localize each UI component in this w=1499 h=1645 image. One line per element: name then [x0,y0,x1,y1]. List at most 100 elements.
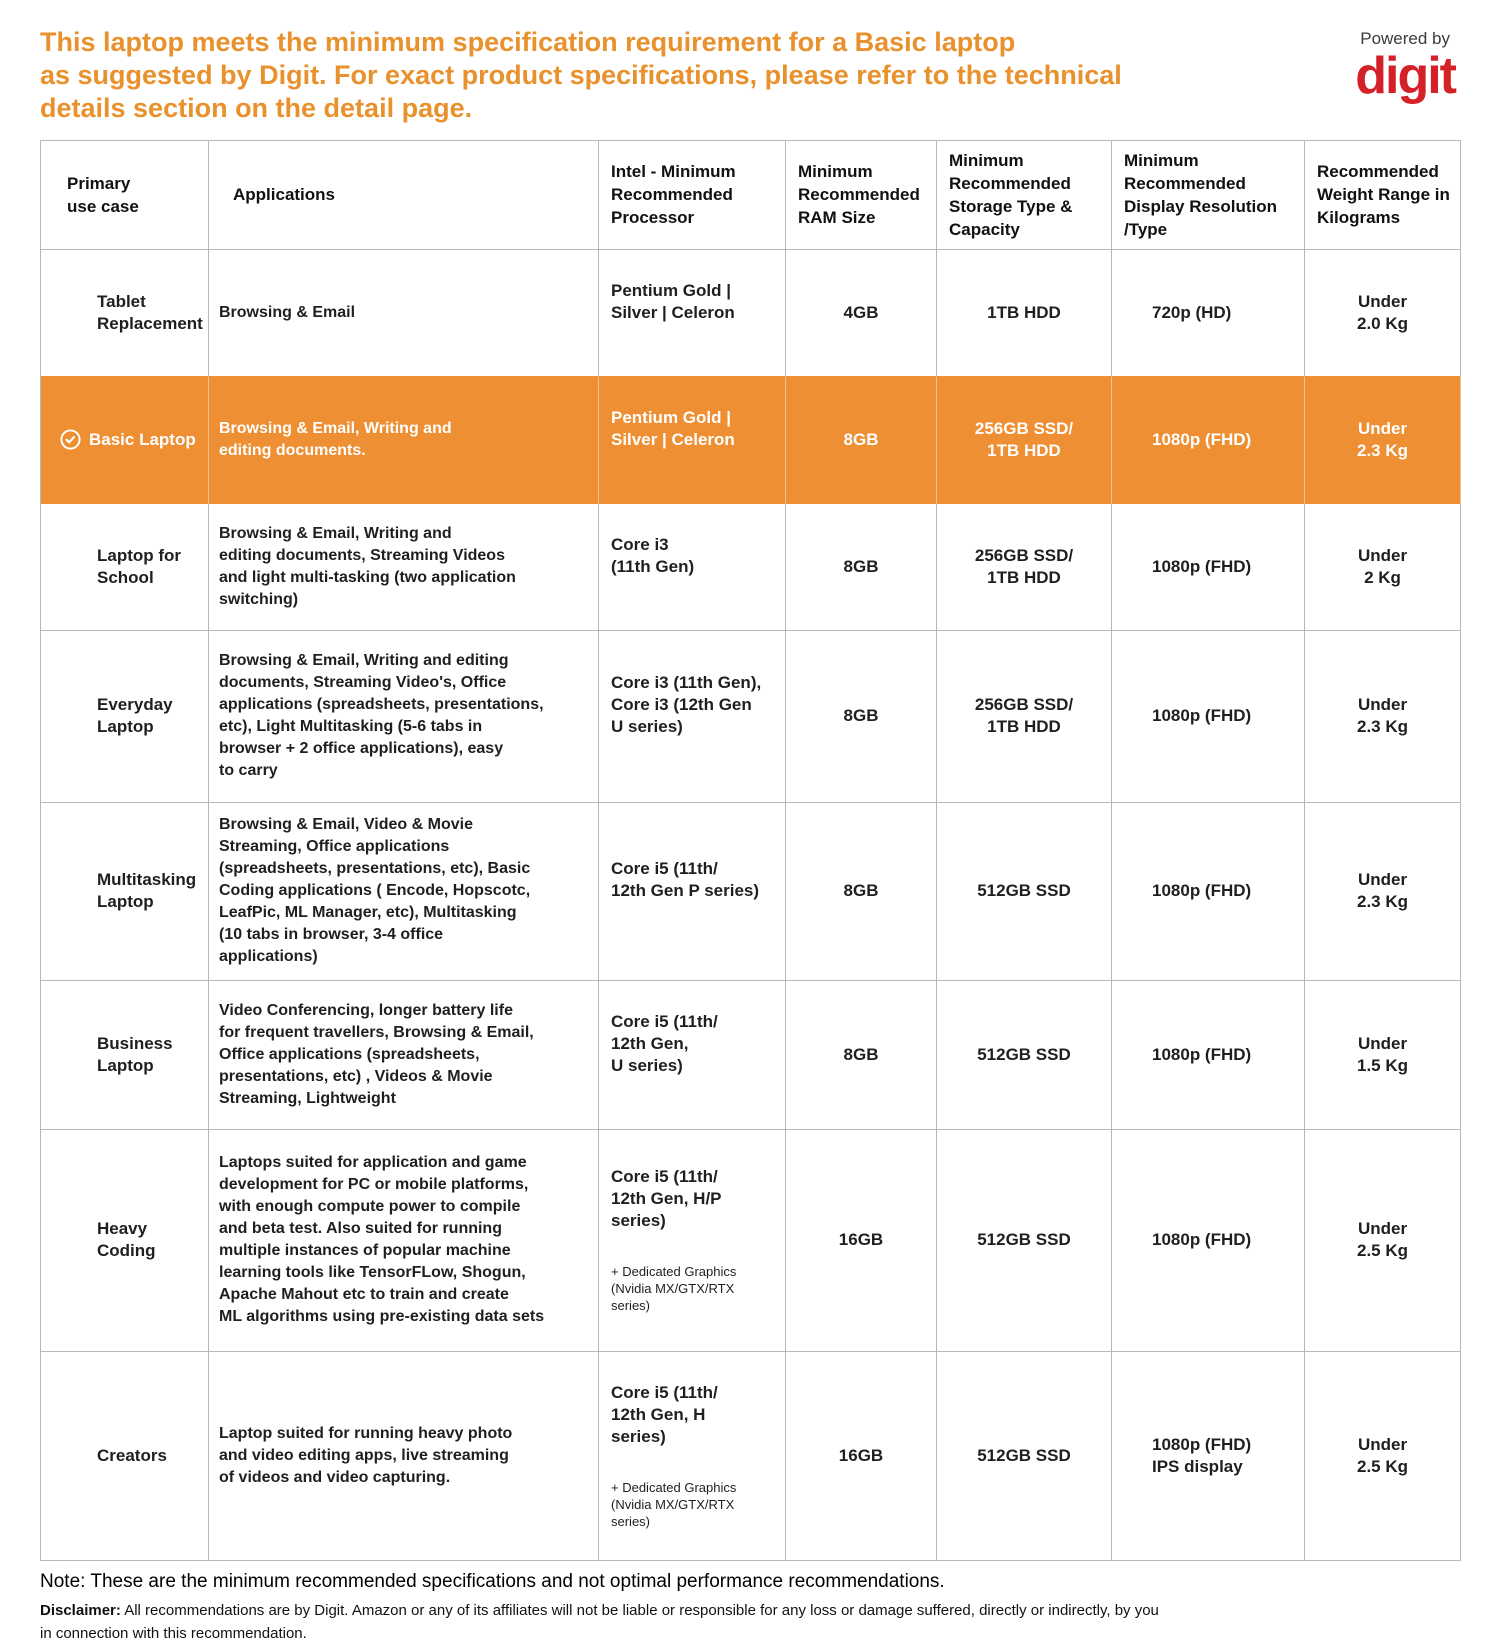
col-header-weight: Recommended Weight Range in Kilograms [1305,140,1461,250]
cell-processor: Core i5 (11th/ 12th Gen, H series) + Ded… [599,1351,786,1561]
cell-primary-use-case: Business Laptop [41,980,209,1130]
cell-display: 1080p (FHD) [1112,630,1305,803]
processor-text: Core i5 (11th/ 12th Gen, H/P series) [611,1167,722,1231]
check-circle-icon [67,705,90,728]
disclaimer-text: All recommendations are by Digit. Amazon… [40,1601,1159,1642]
cell-primary-use-case: Basic Laptop [41,376,209,504]
cell-weight: Under 2.5 Kg [1305,1129,1461,1352]
processor-text: Core i5 (11th/ 12th Gen P series) [611,859,760,901]
cell-applications: Video Conferencing, longer battery life … [209,980,599,1130]
cell-display: 1080p (FHD) [1112,980,1305,1130]
footer: Note: These are the minimum recommended … [40,1571,1460,1645]
check-circle-icon [67,301,90,324]
cell-display: 1080p (FHD) IPS display [1112,1351,1305,1561]
cell-storage: 256GB SSD/ 1TB HDD [937,503,1112,631]
cell-ram: 8GB [786,802,937,981]
header-row: Primary use case Applications Intel - Mi… [41,140,1461,250]
cell-applications: Laptop suited for running heavy photo an… [209,1351,599,1561]
cell-weight: Under 1.5 Kg [1305,980,1461,1130]
processor-text: Core i5 (11th/ 12th Gen, U series) [611,1011,718,1075]
use-case-label: Laptop for School [97,545,182,587]
processor-graphics-note: + Dedicated Graphics (Nvidia MX/GTX/RTX … [611,1264,737,1314]
powered-by-label: Powered by [1360,29,1451,48]
spec-table: Primary use case Applications Intel - Mi… [40,139,1461,1561]
table-row: Multitasking Laptop Browsing & Email, Vi… [41,802,1461,981]
cell-ram: 16GB [786,1351,937,1561]
use-case-label: Basic Laptop [89,429,196,449]
check-circle-icon [67,880,90,903]
processor-text: Core i3 (11th Gen) [611,534,695,576]
table-row: Tablet Replacement Browsing & Email Pent… [41,249,1461,377]
cell-ram: 8GB [786,980,937,1130]
cell-storage: 512GB SSD [937,1129,1112,1352]
use-case-label: Tablet Replacement [97,291,203,333]
cell-ram: 16GB [786,1129,937,1352]
processor-text: Core i3 (11th Gen), Core i3 (12th Gen U … [611,673,762,737]
cell-weight: Under 2.0 Kg [1305,249,1461,377]
processor-text: Pentium Gold | Silver | Celeron [611,280,735,322]
brand-box: Powered by digit [1355,29,1457,105]
col-header-primary-use-case: Primary use case [41,140,209,250]
cell-storage: 256GB SSD/ 1TB HDD [937,630,1112,803]
cell-processor: Pentium Gold | Silver | Celeron [599,249,786,377]
cell-weight: Under 2.3 Kg [1305,802,1461,981]
table-row: Business Laptop Video Conferencing, long… [41,980,1461,1130]
cell-applications: Browsing & Email [209,249,599,377]
cell-weight: Under 2.5 Kg [1305,1351,1461,1561]
lead-text: This laptop meets the minimum specificat… [40,27,1122,124]
cell-processor: Core i5 (11th/ 12th Gen, H/P series) + D… [599,1129,786,1352]
cell-primary-use-case: Tablet Replacement [41,249,209,377]
use-case-label: Business Laptop [97,1033,173,1075]
cell-processor: Core i3 (11th Gen), Core i3 (12th Gen U … [599,630,786,803]
cell-processor: Core i5 (11th/ 12th Gen P series) [599,802,786,981]
use-case-label: Everyday Laptop [97,695,173,737]
col-header-display: Minimum Recommended Display Resolution /… [1112,140,1305,250]
cell-display: 1080p (FHD) [1112,376,1305,504]
col-header-ram: Minimum Recommended RAM Size [786,140,937,250]
cell-applications: Browsing & Email, Writing and editing do… [209,376,599,504]
cell-ram: 8GB [786,376,937,504]
footer-note: Note: These are the minimum recommended … [40,1570,945,1592]
cell-processor: Core i5 (11th/ 12th Gen, U series) [599,980,786,1130]
use-case-label: Multitasking Laptop [97,870,197,912]
cell-primary-use-case: Creators [41,1351,209,1561]
check-circle-icon [67,555,90,578]
check-circle-icon [59,428,82,451]
cell-display: 720p (HD) [1112,249,1305,377]
header: This laptop meets the minimum specificat… [0,0,1499,126]
use-case-label: Creators [97,1445,167,1465]
cell-primary-use-case: Multitasking Laptop [41,802,209,981]
processor-text: Core i5 (11th/ 12th Gen, H series) [611,1382,718,1446]
check-circle-icon [67,1043,90,1066]
cell-processor: Pentium Gold | Silver | Celeron [599,376,786,504]
table-row: Creators Laptop suited for running heavy… [41,1351,1461,1561]
footer-disclaimer: Disclaimer: All recommendations are by D… [40,1599,1460,1645]
table-row: Heavy Coding Laptops suited for applicat… [41,1129,1461,1352]
check-circle-icon [67,1444,90,1467]
cell-applications: Laptops suited for application and game … [209,1129,599,1352]
cell-display: 1080p (FHD) [1112,1129,1305,1352]
digit-logo: digit [1355,46,1457,105]
cell-storage: 512GB SSD [937,802,1112,981]
table-row: Basic Laptop Browsing & Email, Writing a… [41,376,1461,504]
cell-ram: 4GB [786,249,937,377]
cell-primary-use-case: Laptop for School [41,503,209,631]
table-row: Laptop for School Browsing & Email, Writ… [41,503,1461,631]
cell-primary-use-case: Heavy Coding [41,1129,209,1352]
cell-weight: Under 2.3 Kg [1305,630,1461,803]
cell-display: 1080p (FHD) [1112,802,1305,981]
col-header-applications: Applications [209,140,599,250]
cell-ram: 8GB [786,630,937,803]
use-case-label: Heavy Coding [97,1219,156,1261]
check-circle-icon [67,1229,90,1252]
cell-primary-use-case: Everyday Laptop [41,630,209,803]
spec-table-header: Primary use case Applications Intel - Mi… [41,140,1461,250]
processor-text: Pentium Gold | Silver | Celeron [611,407,735,449]
cell-display: 1080p (FHD) [1112,503,1305,631]
cell-applications: Browsing & Email, Writing and editing do… [209,503,599,631]
cell-processor: Core i3 (11th Gen) [599,503,786,631]
processor-graphics-note: + Dedicated Graphics (Nvidia MX/GTX/RTX … [611,1479,737,1529]
cell-weight: Under 2.3 Kg [1305,376,1461,504]
disclaimer-label: Disclaimer: [40,1601,121,1619]
